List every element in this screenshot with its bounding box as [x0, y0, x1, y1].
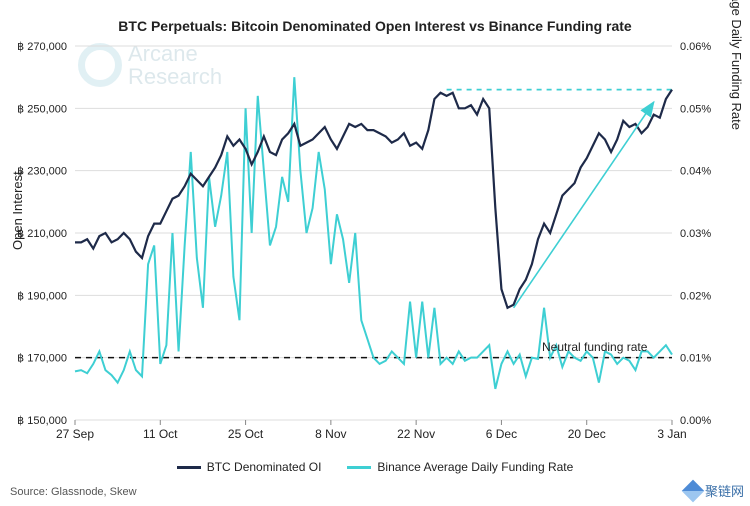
svg-text:0.00%: 0.00%: [680, 415, 711, 427]
svg-text:0.02%: 0.02%: [680, 290, 711, 302]
svg-text:6 Dec: 6 Dec: [486, 427, 517, 441]
corner-logo-text: 聚链网: [705, 481, 744, 500]
chart-legend: BTC Denominated OI Binance Average Daily…: [0, 460, 750, 474]
svg-text:฿ 190,000: ฿ 190,000: [17, 290, 67, 302]
source-text: Source: Glassnode, Skew: [10, 486, 137, 498]
svg-text:20 Dec: 20 Dec: [568, 427, 606, 441]
svg-text:11 Oct: 11 Oct: [143, 427, 178, 441]
neutral-funding-label: Neutral funding rate: [542, 340, 647, 354]
svg-text:฿ 210,000: ฿ 210,000: [17, 228, 67, 240]
svg-text:฿ 270,000: ฿ 270,000: [17, 41, 67, 53]
svg-text:0.06%: 0.06%: [680, 41, 711, 53]
chart-container: BTC Perpetuals: Bitcoin Denominated Open…: [0, 0, 750, 506]
svg-text:฿ 150,000: ฿ 150,000: [17, 415, 67, 427]
svg-text:3 Jan: 3 Jan: [657, 427, 686, 441]
svg-text:0.03%: 0.03%: [680, 228, 711, 240]
svg-text:฿ 230,000: ฿ 230,000: [17, 166, 67, 178]
svg-text:25 Oct: 25 Oct: [228, 427, 264, 441]
legend-label-funding: Binance Average Daily Funding Rate: [377, 460, 573, 474]
legend-item-oi: BTC Denominated OI: [177, 460, 322, 474]
svg-text:27 Sep: 27 Sep: [56, 427, 94, 441]
svg-text:22 Nov: 22 Nov: [397, 427, 435, 441]
svg-text:0.04%: 0.04%: [680, 166, 711, 178]
svg-text:8 Nov: 8 Nov: [315, 427, 346, 441]
legend-swatch-funding: [347, 466, 371, 469]
svg-text:0.05%: 0.05%: [680, 103, 711, 115]
legend-item-funding: Binance Average Daily Funding Rate: [347, 460, 573, 474]
legend-label-oi: BTC Denominated OI: [207, 460, 322, 474]
corner-logo: 聚链网: [685, 481, 744, 500]
chart-svg: ฿ 150,000 ฿ 170,000 ฿ 190,000 ฿ 210,000 ฿ 23…: [0, 0, 750, 506]
svg-text:฿ 170,000: ฿ 170,000: [17, 353, 67, 365]
svg-text:฿ 250,000: ฿ 250,000: [17, 103, 67, 115]
diamond-icon: [682, 479, 705, 502]
svg-text:0.01%: 0.01%: [680, 353, 711, 365]
legend-swatch-oi: [177, 466, 201, 469]
